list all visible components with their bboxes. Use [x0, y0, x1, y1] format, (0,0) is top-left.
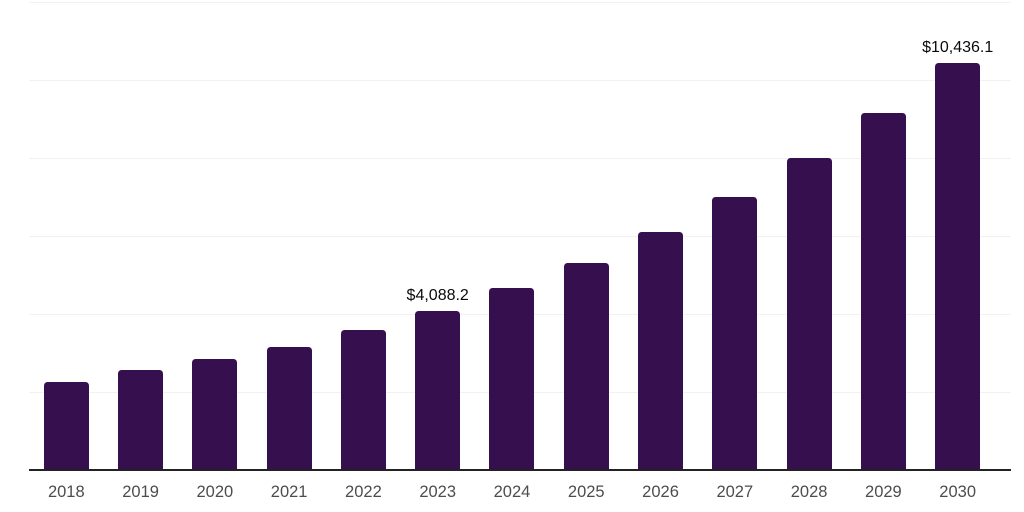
bar-2023 [415, 310, 461, 470]
bar-2028 [786, 158, 832, 470]
bar-2020 [192, 358, 238, 470]
bar-2030 [935, 63, 981, 470]
data-label-2023: $4,088.2 [406, 286, 469, 304]
x-axis-line [29, 469, 1011, 471]
x-tick-label-2019: 2019 [122, 483, 159, 501]
x-tick-label-2024: 2024 [493, 483, 531, 501]
data-label-2030: $10,436.1 [922, 39, 994, 56]
x-tick-label-2022: 2022 [345, 483, 382, 501]
x-tick-label-2027: 2027 [716, 483, 754, 501]
gridline-6000 [29, 236, 1011, 237]
x-tick-label-2028: 2028 [790, 483, 828, 501]
x-tick-label-2020: 2020 [196, 483, 234, 501]
gridline-12000 [29, 2, 1011, 3]
x-tick-label-2030: 2030 [939, 483, 977, 501]
x-tick-label-2018: 2018 [47, 483, 85, 501]
x-tick-label-2021: 2021 [270, 483, 308, 501]
bar-2018 [43, 381, 89, 470]
gridline-8000 [29, 158, 1011, 159]
bar-2021 [266, 347, 312, 470]
plot-area: $4,088.2 $10,436.1 [29, 2, 1011, 471]
bar-2027 [712, 197, 758, 470]
bar-2025 [563, 262, 609, 470]
bar-2022 [340, 330, 386, 470]
bar-2026 [638, 232, 684, 470]
gridline-10000 [29, 80, 1011, 81]
bar-2024 [489, 287, 535, 470]
x-tick-label-2025: 2025 [567, 483, 605, 501]
bar-2029 [860, 113, 906, 470]
x-tick-label-2023: 2023 [419, 483, 457, 501]
x-tick-label-2029: 2029 [865, 483, 902, 501]
x-tick-label-2026: 2026 [642, 483, 679, 501]
bar-2019 [118, 370, 164, 470]
